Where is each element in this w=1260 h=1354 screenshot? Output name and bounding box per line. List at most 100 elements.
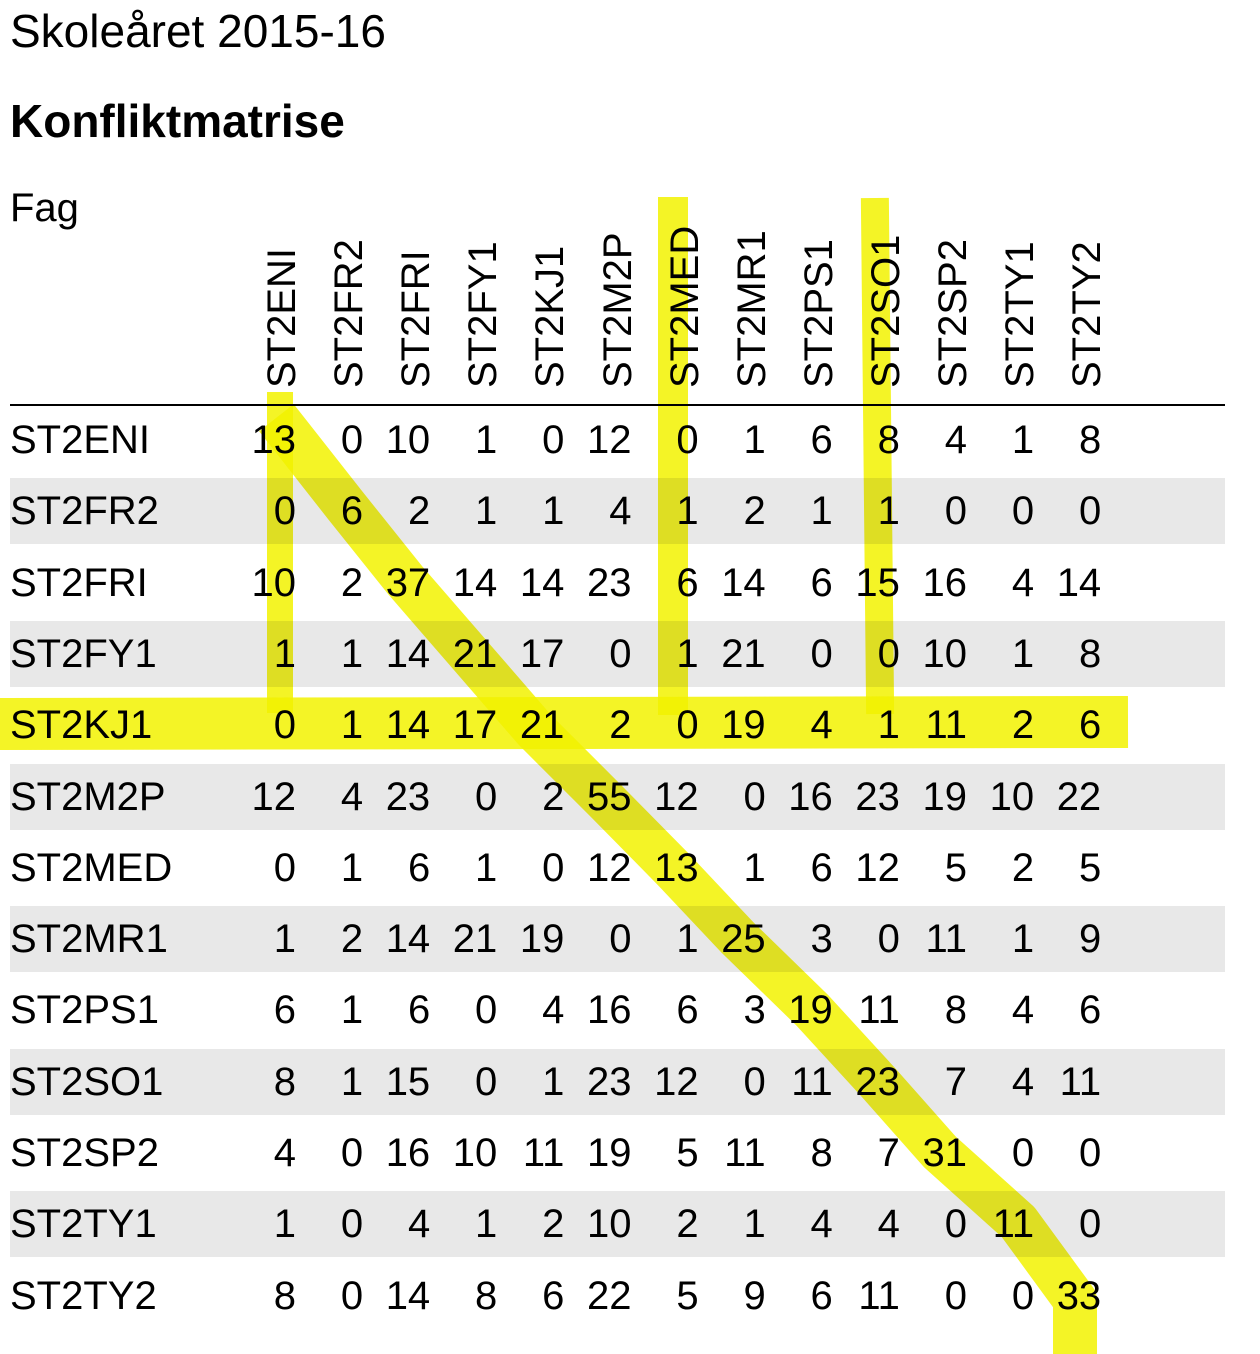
matrix-cell: 10 bbox=[385, 418, 431, 462]
matrix-cell: 31 bbox=[922, 1131, 968, 1175]
matrix-cell: 0 bbox=[475, 774, 498, 819]
matrix-cell: 2 bbox=[340, 917, 364, 962]
matrix-cell: 4 bbox=[1011, 988, 1035, 1033]
matrix-cell: 1 bbox=[475, 418, 498, 462]
matrix-cell: 19 bbox=[587, 1131, 632, 1175]
matrix-cell: 11 bbox=[925, 917, 967, 962]
matrix-cell: 1 bbox=[542, 1059, 565, 1104]
matrix-cell: 9 bbox=[1078, 917, 1102, 962]
column-header-st2fr2: ST2FR2 bbox=[327, 239, 372, 388]
matrix-cell: 12 bbox=[587, 845, 632, 890]
matrix-cell: 8 bbox=[944, 988, 967, 1033]
matrix-cell: 6 bbox=[810, 845, 833, 890]
matrix-cell: 19 bbox=[788, 988, 833, 1033]
column-header-st2mr1: ST2MR1 bbox=[729, 230, 774, 388]
column-header-st2m2p: ST2M2P bbox=[595, 232, 640, 388]
matrix-cell: 6 bbox=[542, 1273, 565, 1318]
matrix-cell: 1 bbox=[743, 845, 766, 890]
header-divider bbox=[10, 404, 1225, 406]
fag-column-label: Fag bbox=[10, 186, 79, 230]
matrix-cell: 21 bbox=[452, 631, 498, 676]
matrix-cell: 19 bbox=[922, 774, 968, 819]
column-header-st2sp2: ST2SP2 bbox=[931, 239, 975, 388]
matrix-cell: 4 bbox=[542, 988, 565, 1033]
matrix-cell: 25 bbox=[721, 917, 766, 962]
matrix-row-st2ty1: ST2TY1 1 0 4 1 2 10 2 1 4 4 0 11 0 bbox=[10, 1191, 1225, 1258]
matrix-cell: 4 bbox=[944, 418, 967, 462]
matrix-row-st2mr1: ST2MR1 1 2 14 21 19 0 1 25 3 0 11 1 9 bbox=[10, 906, 1225, 973]
matrix-cell: 1 bbox=[1011, 631, 1035, 676]
matrix-cell: 23 bbox=[587, 1059, 632, 1104]
matrix-cell: 13 bbox=[251, 418, 297, 462]
matrix-cell: 5 bbox=[1078, 845, 1102, 890]
row-label: ST2TY1 bbox=[10, 1202, 157, 1247]
matrix-cell: 0 bbox=[1011, 1273, 1035, 1318]
row-label: ST2MR1 bbox=[10, 917, 168, 962]
matrix-cell: 0 bbox=[676, 418, 699, 462]
matrix-cell: 4 bbox=[340, 774, 364, 819]
matrix-cell: 1 bbox=[340, 631, 364, 676]
matrix-cell: 0 bbox=[676, 703, 699, 748]
matrix-cell: 22 bbox=[587, 1273, 632, 1318]
matrix-row-st2med: ST2MED 0 1 6 1 0 12 13 1 6 12 5 2 5 bbox=[10, 835, 1225, 901]
matrix-cell: 14 bbox=[452, 560, 498, 605]
matrix-cell: 3 bbox=[810, 917, 833, 962]
matrix-cell: 0 bbox=[542, 418, 565, 462]
matrix-cell: 1 bbox=[676, 917, 699, 962]
matrix-cell: 12 bbox=[654, 1059, 699, 1104]
row-label: ST2PS1 bbox=[10, 988, 159, 1033]
matrix-cell: 8 bbox=[273, 1059, 296, 1104]
matrix-cell: 1 bbox=[340, 1059, 364, 1104]
matrix-cell: 6 bbox=[810, 1273, 833, 1318]
matrix-cell: 14 bbox=[519, 560, 565, 605]
matrix-cell: 14 bbox=[1056, 560, 1102, 605]
column-header-st2ty1: ST2TY1 bbox=[998, 241, 1043, 388]
matrix-cell: 0 bbox=[273, 703, 296, 748]
column-header-st2eni: ST2ENI bbox=[260, 247, 304, 388]
matrix-cell: 14 bbox=[385, 631, 431, 676]
matrix-cell: 21 bbox=[519, 703, 565, 748]
matrix-cell: 2 bbox=[609, 703, 632, 748]
matrix-cell: 1 bbox=[273, 1202, 296, 1247]
matrix-cell: 0 bbox=[1011, 1131, 1035, 1175]
matrix-cell: 16 bbox=[788, 774, 833, 819]
matrix-cell: 11 bbox=[1059, 1059, 1102, 1104]
column-header-st2kj1: ST2KJ1 bbox=[528, 245, 573, 388]
matrix-cell: 9 bbox=[743, 1273, 766, 1318]
matrix-cell: 14 bbox=[385, 1273, 431, 1318]
matrix-cell: 0 bbox=[1078, 1131, 1102, 1175]
matrix-cell: 0 bbox=[743, 1059, 766, 1104]
matrix-cell: 1 bbox=[1011, 917, 1035, 962]
matrix-cell: 6 bbox=[676, 560, 699, 605]
column-header-st2ty2: ST2TY2 bbox=[1065, 241, 1110, 388]
matrix-cell: 1 bbox=[273, 917, 296, 962]
matrix-cell: 11 bbox=[522, 1131, 565, 1175]
matrix-cell: 6 bbox=[407, 988, 431, 1033]
matrix-cell: 15 bbox=[385, 1059, 431, 1104]
matrix-cell: 4 bbox=[1011, 560, 1035, 605]
matrix-cell: 17 bbox=[519, 631, 565, 676]
matrix-row-st2ty2: ST2TY2 8 0 14 8 6 22 5 9 6 11 0 0 33 bbox=[10, 1263, 1225, 1329]
matrix-cell: 21 bbox=[721, 631, 766, 676]
matrix-cell: 1 bbox=[475, 489, 498, 534]
matrix-cell: 12 bbox=[654, 774, 699, 819]
matrix-cell: 14 bbox=[385, 703, 431, 748]
matrix-cell: 1 bbox=[1011, 418, 1035, 462]
matrix-cell: 0 bbox=[542, 845, 565, 890]
column-header-st2fri: ST2FRI bbox=[394, 250, 439, 388]
matrix-row-st2m2p: ST2M2P 12 4 23 0 2 55 12 0 16 23 19 10 22 bbox=[10, 763, 1225, 830]
matrix-cell: 23 bbox=[587, 560, 632, 605]
matrix-cell: 4 bbox=[810, 1202, 833, 1247]
matrix-cell: 1 bbox=[676, 489, 699, 534]
row-label: ST2TY2 bbox=[10, 1273, 157, 1318]
matrix-cell: 37 bbox=[385, 560, 431, 605]
matrix-row-st2fy1: ST2FY1 1 1 14 21 17 0 1 21 0 0 10 1 8 bbox=[10, 620, 1225, 687]
matrix-row-st2fri: ST2FRI 10 2 37 14 14 23 6 14 6 15 16 4 14 bbox=[10, 550, 1225, 616]
matrix-cell: 21 bbox=[452, 917, 498, 962]
matrix-cell: 2 bbox=[340, 560, 364, 605]
matrix-cell: 0 bbox=[340, 1131, 364, 1175]
matrix-cell: 6 bbox=[407, 845, 431, 890]
row-label: ST2FR2 bbox=[10, 489, 159, 534]
matrix-cell: 0 bbox=[1078, 489, 1102, 534]
matrix-cell: 4 bbox=[1011, 1059, 1035, 1104]
